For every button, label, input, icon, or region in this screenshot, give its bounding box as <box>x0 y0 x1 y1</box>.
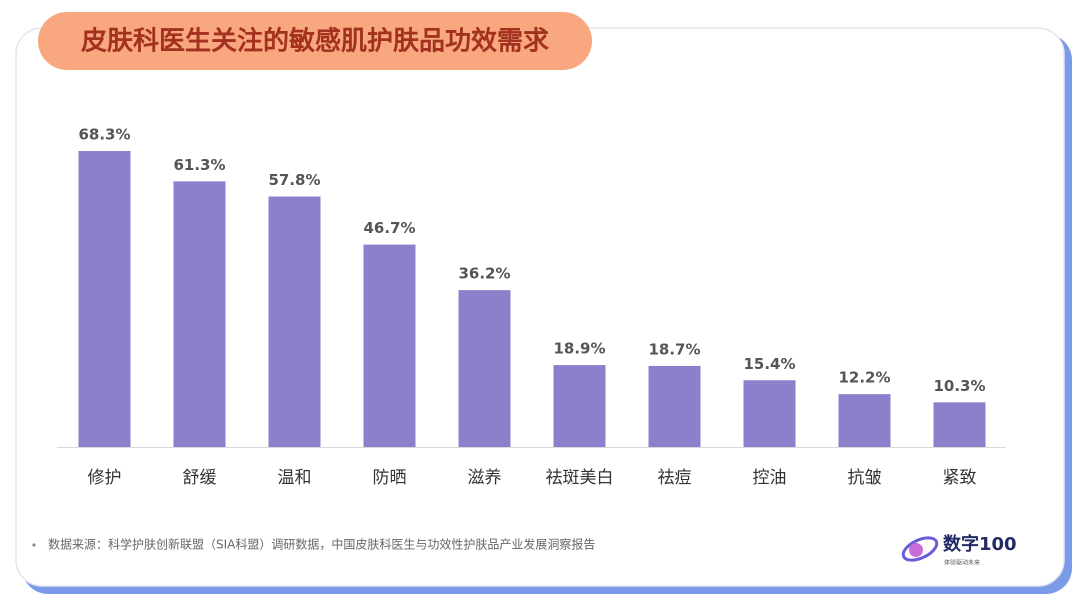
logo-icon <box>901 536 939 562</box>
x-tick-label: 抗皱 <box>848 468 882 488</box>
bar <box>648 365 701 447</box>
x-tick-label: 防晒 <box>373 468 407 488</box>
logo-dot <box>909 543 923 557</box>
x-tick-label: 温和 <box>278 468 312 488</box>
chart-title: 皮肤科医生关注的敏感肌护肤品功效需求 <box>81 26 549 57</box>
bar <box>743 380 796 447</box>
bullet <box>32 543 36 547</box>
x-tick-label: 舒缓 <box>183 468 217 488</box>
bar <box>363 244 416 447</box>
bar <box>458 290 511 447</box>
bar <box>78 151 131 447</box>
value-label: 61.3% <box>173 156 225 174</box>
bar <box>173 181 226 448</box>
x-tick-label: 祛痘 <box>658 468 692 488</box>
bar <box>553 365 606 447</box>
value-label: 68.3% <box>78 126 130 144</box>
logo-name: 数字100 <box>943 533 1017 555</box>
bar <box>268 196 321 447</box>
value-label: 10.3% <box>933 377 985 395</box>
card <box>15 27 1065 587</box>
value-label: 18.9% <box>553 340 605 358</box>
value-label: 15.4% <box>743 355 795 373</box>
bar <box>838 394 891 447</box>
x-tick-label: 控油 <box>753 468 787 488</box>
x-tick-label: 祛斑美白 <box>546 468 614 488</box>
x-tick-label: 修护 <box>88 468 122 488</box>
value-label: 12.2% <box>838 369 890 387</box>
value-label: 36.2% <box>458 265 510 283</box>
value-label: 46.7% <box>363 219 415 237</box>
value-label: 57.8% <box>268 171 320 189</box>
title-pill <box>38 12 592 70</box>
value-label: 18.7% <box>648 340 700 358</box>
x-tick-label: 紧致 <box>943 468 977 488</box>
bar <box>933 402 986 447</box>
source-note: 数据来源：科学护肤创新联盟（SIA科盟）调研数据，中国皮肤科医生与功效性护肤品产… <box>48 537 595 552</box>
logo-ring <box>901 536 939 562</box>
logo-tagline: 体验驱动未来 <box>944 559 980 567</box>
x-tick-label: 滋养 <box>468 468 502 488</box>
